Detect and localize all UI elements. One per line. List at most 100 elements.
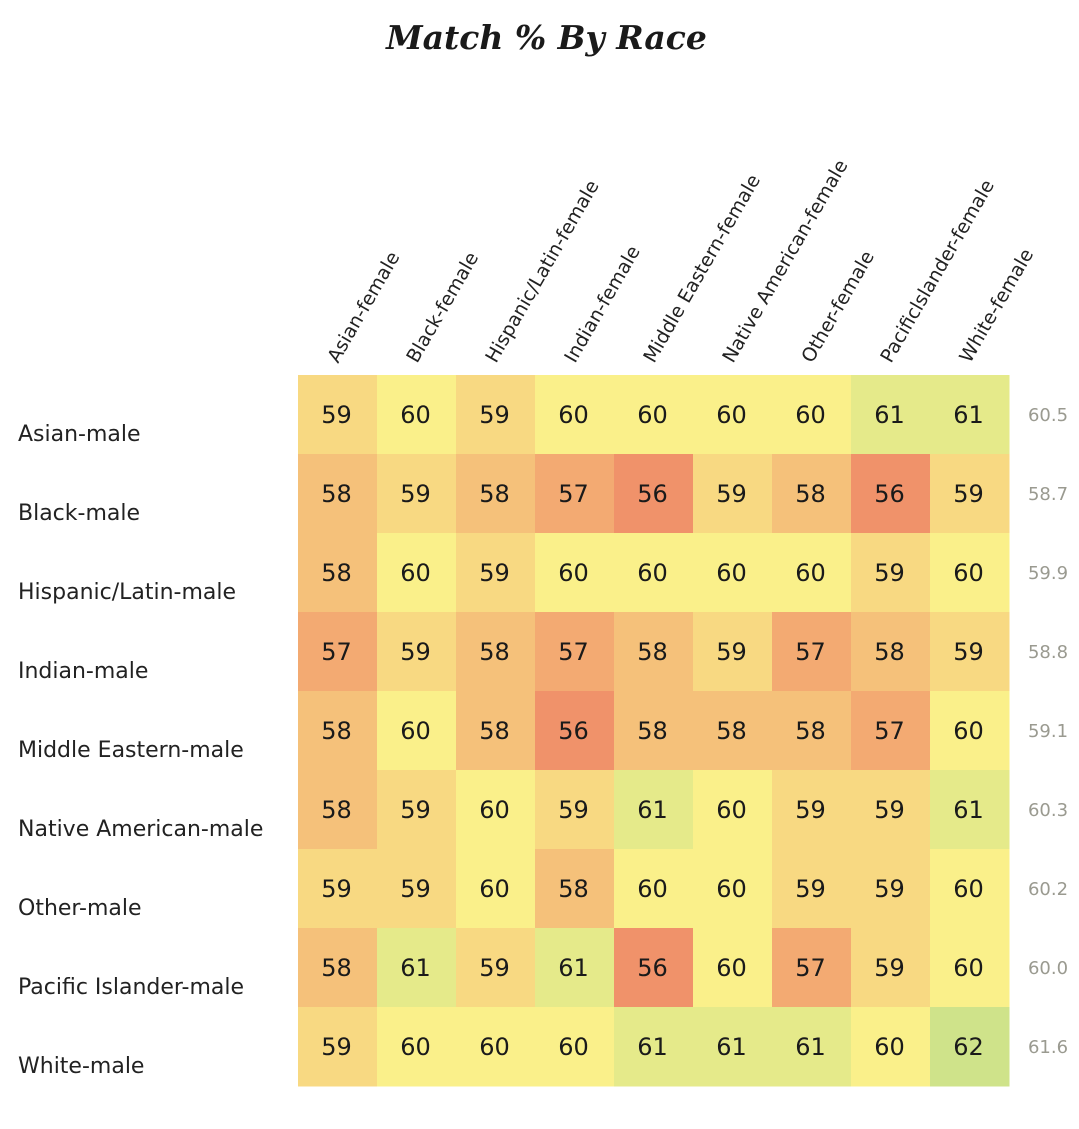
heatmap-cell [535, 849, 615, 929]
heatmap-cell [614, 454, 694, 534]
heatmap-cell [456, 928, 536, 1008]
cell-value-label: 59 [874, 875, 905, 903]
heatmap-cell [614, 849, 694, 929]
cell-value-label: 60 [716, 559, 747, 587]
heatmap-cell [772, 691, 852, 771]
heatmap-cell [377, 928, 457, 1008]
cell-value-label: 59 [795, 796, 826, 824]
cell-value-label: 60 [953, 954, 984, 982]
row-average-label: 58.7 [1028, 484, 1068, 505]
heatmap-cell [535, 375, 615, 455]
cell-value-label: 60 [716, 401, 747, 429]
cell-value-label: 56 [874, 480, 905, 508]
row-label: Native American-male [18, 817, 263, 842]
heatmap-cell [298, 770, 378, 850]
cell-value-label: 59 [321, 1033, 352, 1061]
cell-value-label: 60 [479, 1033, 510, 1061]
cell-value-label: 59 [400, 480, 431, 508]
cell-value-label: 59 [795, 875, 826, 903]
cell-value-label: 57 [795, 954, 826, 982]
cell-value-label: 58 [321, 480, 352, 508]
heatmap-cell [851, 454, 931, 534]
cell-value-label: 59 [558, 796, 589, 824]
heatmap-cell [772, 849, 852, 929]
cell-value-label: 60 [558, 401, 589, 429]
heatmap-cell [298, 612, 378, 692]
cell-value-label: 57 [321, 638, 352, 666]
heatmap-cell [614, 691, 694, 771]
heatmap-cell [298, 375, 378, 455]
heatmap-cell [693, 375, 773, 455]
cell-value-label: 58 [558, 875, 589, 903]
cell-value-label: 60 [716, 954, 747, 982]
cell-value-label: 60 [953, 559, 984, 587]
heatmap-cell [377, 533, 457, 613]
cell-value-label: 57 [558, 480, 589, 508]
row-average-label: 60.5 [1028, 405, 1068, 426]
heatmap-cell [930, 770, 1010, 850]
cell-value-label: 61 [637, 1033, 668, 1061]
row-label: Hispanic/Latin-male [18, 580, 236, 605]
heatmap-cell [456, 770, 536, 850]
cell-value-label: 59 [716, 480, 747, 508]
cell-value-label: 58 [321, 717, 352, 745]
heatmap-cell [693, 770, 773, 850]
heatmap-cell [298, 533, 378, 613]
row-label: Black-male [18, 501, 140, 526]
heatmap-cell [772, 533, 852, 613]
heatmap-cell [772, 612, 852, 692]
cell-value-label: 58 [795, 480, 826, 508]
cell-value-label: 61 [558, 954, 589, 982]
heatmap-cell [614, 1007, 694, 1087]
row-label: White-male [18, 1054, 144, 1079]
cell-value-label: 60 [716, 875, 747, 903]
heatmap-cell [298, 849, 378, 929]
cell-value-label: 60 [637, 875, 668, 903]
heatmap-cell [693, 533, 773, 613]
cell-value-label: 59 [321, 401, 352, 429]
column-label: Black-female [402, 248, 483, 366]
heatmap-cell [772, 454, 852, 534]
cell-value-label: 60 [400, 717, 431, 745]
heatmap-cell [614, 533, 694, 613]
cell-value-label: 58 [637, 638, 668, 666]
heatmap-cell [851, 691, 931, 771]
heatmap-cell [851, 1007, 931, 1087]
heatmap-cell [535, 1007, 615, 1087]
heatmap-cell [772, 1007, 852, 1087]
cell-value-label: 60 [953, 717, 984, 745]
heatmap-cell [851, 612, 931, 692]
heatmap-cell [851, 375, 931, 455]
heatmap-cell [377, 1007, 457, 1087]
cell-value-label: 58 [637, 717, 668, 745]
cell-value-label: 60 [795, 401, 826, 429]
heatmap-cell [535, 928, 615, 1008]
heatmap-cell [377, 691, 457, 771]
heatmap-cell [456, 849, 536, 929]
heatmap-cell [614, 928, 694, 1008]
heatmap-cell [456, 1007, 536, 1087]
heatmap-cell [298, 454, 378, 534]
heatmap-cell [456, 375, 536, 455]
heatmap-cell [535, 691, 615, 771]
cell-value-label: 61 [953, 401, 984, 429]
column-label: Other-female [797, 247, 879, 366]
cell-value-label: 60 [874, 1033, 905, 1061]
cell-value-label: 61 [637, 796, 668, 824]
heatmap-cell [298, 1007, 378, 1087]
cell-value-label: 60 [637, 559, 668, 587]
row-average-label: 58.8 [1028, 642, 1068, 663]
heatmap-cell [377, 770, 457, 850]
cell-value-label: 58 [874, 638, 905, 666]
heatmap-cell [693, 454, 773, 534]
heatmap-cell [377, 849, 457, 929]
cell-value-label: 57 [874, 717, 905, 745]
cell-value-label: 57 [795, 638, 826, 666]
heatmap-cell [535, 612, 615, 692]
cell-value-label: 59 [874, 559, 905, 587]
cell-value-label: 59 [479, 954, 510, 982]
heatmap-cell [851, 928, 931, 1008]
cell-value-label: 60 [953, 875, 984, 903]
heatmap-cell [930, 454, 1010, 534]
